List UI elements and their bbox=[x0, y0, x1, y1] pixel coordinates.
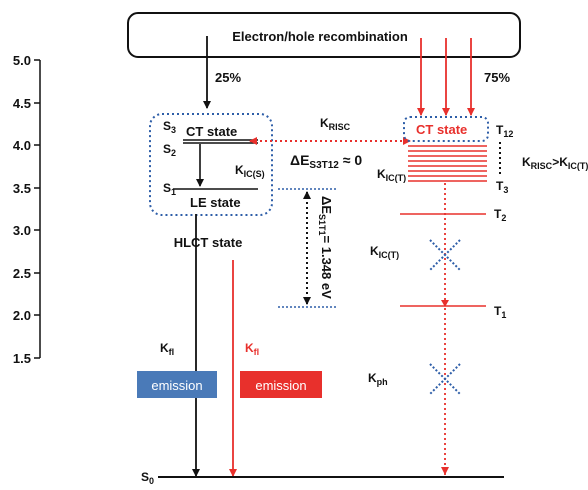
ground-state-label: S0 bbox=[141, 470, 154, 486]
recombination-label: Electron/hole recombination bbox=[232, 29, 408, 44]
triplet-ct-label: CT state bbox=[416, 122, 467, 137]
recombination-box bbox=[127, 12, 521, 58]
delta-s1t1-label: ΔES1T1= 1.348 eV bbox=[317, 196, 334, 299]
s1-label: S1 bbox=[163, 181, 176, 197]
kfl-right-label: Kfl bbox=[245, 341, 259, 357]
s2-label: S2 bbox=[163, 142, 176, 158]
axis-tick-label: 2.5 bbox=[13, 266, 31, 281]
le-state-label: LE state bbox=[190, 195, 241, 210]
energy-axis: 5.0 4.5 4.0 3.5 3.0 2.5 2.0 1.5 bbox=[13, 53, 41, 366]
hlct-box bbox=[149, 113, 273, 216]
axis-tick-label: 3.0 bbox=[13, 223, 31, 238]
delta-s3t12-label: ΔES3T12 ≈ 0 bbox=[290, 152, 362, 171]
emission-right-label: emission bbox=[255, 378, 306, 393]
triplet-fraction: 75% bbox=[484, 70, 510, 85]
blocked-cross bbox=[429, 363, 461, 395]
kph-label: Kph bbox=[368, 371, 388, 387]
hlct-ct-label: CT state bbox=[186, 124, 237, 139]
emission-box-blue bbox=[137, 371, 217, 398]
relation-label: KRISC>KIC(T) bbox=[522, 155, 588, 171]
axis-tick-label: 1.5 bbox=[13, 351, 31, 366]
blocked-cross bbox=[429, 239, 461, 271]
s3-label: S3 bbox=[163, 119, 176, 135]
axis-tick-label: 4.5 bbox=[13, 96, 31, 111]
triplet-ct-box bbox=[403, 116, 489, 142]
axis-tick-label: 2.0 bbox=[13, 308, 31, 323]
kfl-left-label: Kfl bbox=[160, 341, 174, 357]
ground-arrowhead bbox=[441, 467, 449, 475]
krisc-label: KRISC bbox=[320, 116, 351, 132]
t1-label: T1 bbox=[494, 304, 506, 320]
t3-label: T3 bbox=[496, 179, 508, 195]
kic-t-mid-label: KIC(T) bbox=[370, 244, 399, 260]
singlet-fraction: 25% bbox=[215, 70, 241, 85]
t1-arrowhead bbox=[441, 300, 449, 307]
emission-box-red bbox=[240, 371, 322, 398]
axis-tick-label: 3.5 bbox=[13, 181, 31, 196]
kic-s-label: KIC(S) bbox=[235, 163, 265, 179]
axis-tick-label: 4.0 bbox=[13, 138, 31, 153]
t2-label: T2 bbox=[494, 207, 506, 223]
emission-left-label: emission bbox=[151, 378, 202, 393]
axis-tick-label: 5.0 bbox=[13, 53, 31, 68]
hlct-title: HLCT state bbox=[174, 235, 243, 250]
t12-label: T12 bbox=[496, 123, 513, 139]
kic-t-top-label: KIC(T) bbox=[377, 167, 406, 183]
triplet-manifold bbox=[408, 145, 487, 182]
